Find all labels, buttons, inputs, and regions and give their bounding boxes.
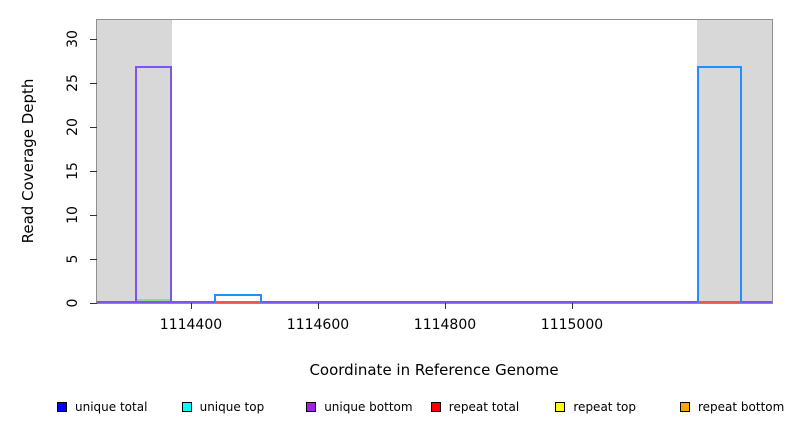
x-axis-tick	[444, 303, 446, 309]
y-axis-tick	[90, 39, 97, 41]
plot-area	[96, 19, 773, 304]
red-zero-line	[213, 301, 263, 303]
purple-zero-line	[97, 301, 772, 303]
legend-label: unique total	[75, 400, 148, 414]
y-axis-title: Read Coverage Depth	[19, 78, 37, 244]
coverage-bar	[697, 65, 743, 303]
red-zero-line	[697, 301, 743, 303]
y-axis-tick	[90, 171, 97, 173]
y-axis-tick-label: 10	[65, 206, 81, 225]
y-axis-tick	[90, 215, 97, 217]
y-axis-tick-label: 5	[65, 254, 81, 264]
y-axis-tick	[90, 259, 97, 261]
legend-label: repeat total	[448, 400, 520, 414]
legend-item-unique-top: unique top	[181, 400, 265, 414]
y-axis-tick	[90, 303, 97, 304]
x-axis-tick	[317, 303, 319, 309]
legend-label: unique top	[199, 400, 265, 414]
coverage-bar	[135, 65, 172, 303]
legend-swatch-repeat-bottom	[680, 402, 690, 412]
legend-item-unique-bottom: unique bottom	[306, 400, 413, 414]
x-axis-title: Coordinate in Reference Genome	[309, 361, 559, 379]
y-axis-tick-label: 30	[65, 30, 81, 49]
legend-label: unique bottom	[324, 400, 413, 414]
legend-swatch-repeat-top	[555, 402, 566, 412]
y-axis-tick-label: 0	[65, 298, 81, 308]
x-axis-tick	[571, 303, 573, 309]
legend-item-repeat-total: repeat total	[430, 400, 520, 414]
legend-swatch-unique-top	[181, 402, 192, 412]
x-axis-tick	[190, 303, 192, 309]
y-axis-tick	[90, 127, 97, 129]
legend-label: repeat top	[573, 400, 636, 414]
coverage-bar	[213, 294, 263, 303]
legend-item-unique-total: unique total	[57, 400, 147, 414]
legend-swatch-unique-total	[57, 402, 67, 412]
x-axis-tick-label: 1114400	[159, 317, 223, 333]
x-axis-tick-label: 1115000	[540, 317, 604, 333]
legend-swatch-unique-bottom	[306, 402, 317, 412]
x-axis-tick-label: 1114600	[286, 317, 350, 333]
legend-label: repeat bottom	[698, 400, 785, 414]
y-axis-tick	[90, 83, 97, 85]
legend-item-repeat-top: repeat top	[555, 400, 636, 414]
green-zero-line	[135, 298, 172, 301]
y-axis-tick-label: 25	[65, 74, 81, 93]
legend-item-repeat-bottom: repeat bottom	[680, 400, 784, 414]
x-axis-tick-label: 1114800	[413, 317, 477, 333]
y-axis-tick-label: 15	[65, 162, 81, 181]
y-axis-tick-label: 20	[65, 118, 81, 137]
legend-swatch-repeat-total	[430, 402, 441, 412]
